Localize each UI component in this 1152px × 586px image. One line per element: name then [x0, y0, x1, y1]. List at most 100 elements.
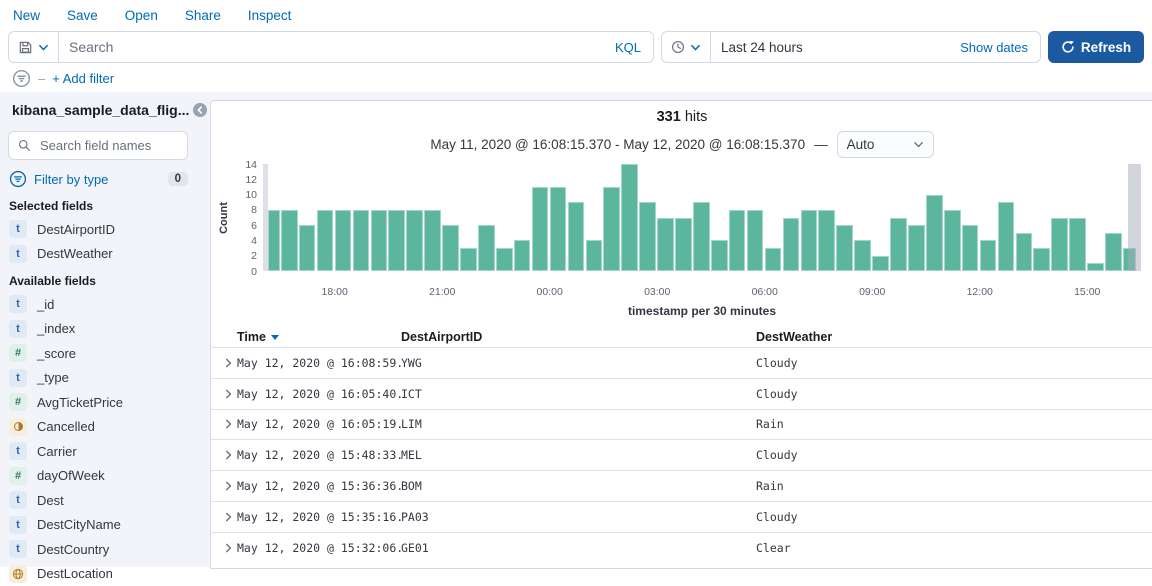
show-dates-button[interactable]: Show dates: [948, 40, 1040, 55]
expand-row-icon[interactable]: [219, 446, 237, 464]
time-quick-menu-button[interactable]: [662, 32, 711, 62]
histogram-bar-5[interactable]: [353, 210, 370, 271]
histogram-bar-24[interactable]: [693, 202, 710, 271]
saved-query-menu-button[interactable]: [9, 32, 59, 62]
histogram-bar-19[interactable]: [603, 187, 620, 271]
nav-link-share[interactable]: Share: [185, 8, 221, 23]
interval-select[interactable]: Auto: [837, 131, 934, 158]
histogram-plot[interactable]: [263, 164, 1141, 271]
index-pattern-selector[interactable]: kibana_sample_data_flig...: [12, 102, 184, 118]
histogram-bar-10[interactable]: [442, 225, 459, 271]
histogram-bar-27[interactable]: [747, 210, 764, 271]
field-name-label: AvgTicketPrice: [37, 395, 123, 410]
histogram-bar-13[interactable]: [496, 248, 513, 271]
filter-by-type-button[interactable]: Filter by type: [34, 172, 161, 187]
histogram-bar-23[interactable]: [675, 218, 692, 272]
histogram-bar-1[interactable]: [281, 210, 298, 271]
histogram-bar-17[interactable]: [568, 202, 585, 271]
histogram-bar-45[interactable]: [1069, 218, 1086, 272]
histogram-bar-34[interactable]: [872, 256, 889, 271]
y-tick-10: 10: [211, 189, 257, 201]
refresh-button[interactable]: Refresh: [1048, 31, 1144, 63]
histogram-bar-30[interactable]: [801, 210, 818, 271]
histogram-bar-25[interactable]: [711, 240, 728, 271]
histogram-bar-18[interactable]: [586, 240, 603, 271]
histogram-bar-6[interactable]: [371, 210, 388, 271]
histogram-bar-38[interactable]: [944, 210, 961, 271]
field-type-string-icon: t: [9, 320, 27, 338]
field-search-input[interactable]: [38, 137, 178, 154]
query-bar: KQL Last 24 hours Show dates Refresh: [8, 31, 1144, 63]
cell-time: May 12, 2020 @ 15:36:36.000: [237, 479, 401, 493]
histogram-bar-4[interactable]: [335, 210, 352, 271]
histogram-bar-15[interactable]: [532, 187, 549, 271]
histogram-bar-29[interactable]: [783, 218, 800, 272]
field-item-_type[interactable]: t_type: [0, 366, 210, 391]
add-filter-button[interactable]: + Add filter: [52, 71, 114, 86]
histogram-bar-8[interactable]: [406, 210, 423, 271]
histogram-bar-26[interactable]: [729, 210, 746, 271]
histogram-bar-47[interactable]: [1105, 233, 1122, 271]
column-header-time[interactable]: Time: [237, 330, 401, 344]
histogram-bar-31[interactable]: [818, 210, 835, 271]
field-item-avgticketprice[interactable]: #AvgTicketPrice: [0, 390, 210, 415]
search-input[interactable]: [59, 39, 603, 55]
collapse-sidebar-button[interactable]: [193, 103, 207, 117]
histogram-bar-28[interactable]: [765, 248, 782, 271]
nav-link-inspect[interactable]: Inspect: [248, 8, 292, 23]
histogram-bar-44[interactable]: [1051, 218, 1068, 272]
expand-row-icon[interactable]: [219, 508, 237, 526]
kql-language-button[interactable]: KQL: [603, 40, 653, 55]
expand-row-icon[interactable]: [219, 385, 237, 403]
field-item-_id[interactable]: t_id: [0, 292, 210, 317]
histogram-bar-16[interactable]: [550, 187, 567, 271]
histogram-bar-40[interactable]: [980, 240, 997, 271]
histogram-bar-46[interactable]: [1087, 263, 1104, 271]
chevron-down-icon: [38, 42, 49, 53]
histogram-bar-32[interactable]: [836, 225, 853, 271]
histogram-bar-42[interactable]: [1016, 233, 1033, 271]
histogram-bar-35[interactable]: [890, 218, 907, 272]
filter-options-icon[interactable]: [12, 69, 31, 88]
histogram-bar-9[interactable]: [424, 210, 441, 271]
histogram-bar-43[interactable]: [1033, 248, 1050, 271]
field-item-destlocation[interactable]: DestLocation: [0, 562, 210, 586]
nav-link-save[interactable]: Save: [67, 8, 98, 23]
cell-time: May 12, 2020 @ 15:32:06.000: [237, 541, 401, 555]
histogram-bar-37[interactable]: [926, 195, 943, 271]
histogram-bar-12[interactable]: [478, 225, 495, 271]
histogram-bar-11[interactable]: [460, 248, 477, 271]
nav-link-new[interactable]: New: [13, 8, 40, 23]
histogram-bar-7[interactable]: [388, 210, 405, 271]
histogram-bar-0[interactable]: [268, 210, 280, 271]
refresh-button-label: Refresh: [1081, 40, 1131, 55]
histogram-bar-20[interactable]: [621, 164, 638, 271]
expand-row-icon[interactable]: [219, 354, 237, 372]
nav-link-open[interactable]: Open: [125, 8, 158, 23]
histogram-bar-2[interactable]: [299, 225, 316, 271]
histogram-bar-14[interactable]: [514, 240, 531, 271]
field-item-_index[interactable]: t_index: [0, 317, 210, 342]
histogram-bar-41[interactable]: [998, 202, 1015, 271]
field-item-dayofweek[interactable]: #dayOfWeek: [0, 464, 210, 489]
time-range-value[interactable]: Last 24 hours: [711, 40, 948, 55]
histogram-bar-36[interactable]: [908, 225, 925, 271]
expand-row-icon[interactable]: [219, 539, 237, 557]
histogram-bar-3[interactable]: [317, 210, 334, 271]
field-item-cancelled[interactable]: Cancelled: [0, 415, 210, 440]
field-item-_score[interactable]: #_score: [0, 341, 210, 366]
histogram-bar-21[interactable]: [639, 202, 656, 271]
histogram-bar-39[interactable]: [962, 225, 979, 271]
histogram-bar-33[interactable]: [854, 240, 871, 271]
field-name-label: dayOfWeek: [37, 468, 105, 483]
expand-row-icon[interactable]: [219, 477, 237, 495]
histogram-bar-22[interactable]: [657, 218, 674, 272]
expand-row-icon[interactable]: [219, 415, 237, 433]
